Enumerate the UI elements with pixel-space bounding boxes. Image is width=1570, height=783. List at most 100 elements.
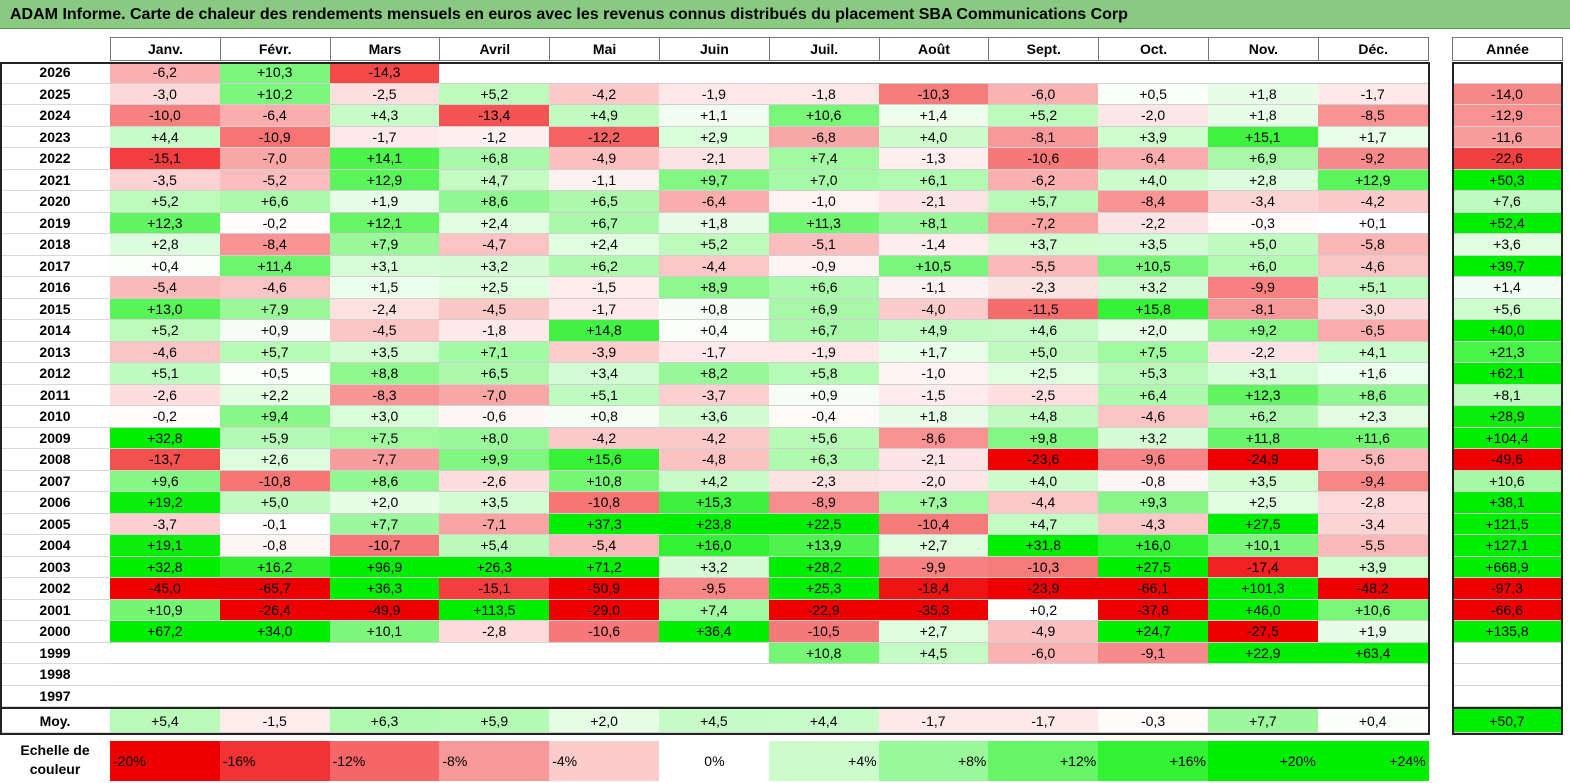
- heatmap-cell: -1,1: [878, 277, 990, 299]
- heatmap-cell: -8,1: [1208, 298, 1319, 320]
- heatmap-cell: +2,0: [329, 492, 441, 514]
- heatmap-cell: +2,8: [1208, 169, 1319, 191]
- heatmap-cell: +5,7: [988, 191, 1100, 213]
- heatmap-cell: +0,5: [219, 363, 331, 385]
- heatmap-cell: +11,6: [1317, 427, 1429, 449]
- heatmap-cell: -23,6: [988, 449, 1100, 471]
- heatmap-cell: +16,0: [1098, 535, 1209, 557]
- heatmap-cell: [1098, 664, 1209, 686]
- heatmap-cell: +7,5: [1098, 341, 1209, 363]
- heatmap-cell: [1317, 664, 1429, 686]
- annual-cell: -97,3: [1452, 578, 1563, 600]
- color-scale-step: +8%: [878, 741, 990, 781]
- column-header: Mai: [549, 37, 660, 61]
- heatmap-cell: -6,2: [988, 169, 1100, 191]
- color-scale-step: +24%: [1317, 741, 1429, 781]
- annual-cell: +135,8: [1452, 621, 1563, 643]
- heatmap-cell: +3,5: [329, 341, 441, 363]
- column-header: Sept.: [988, 37, 1100, 61]
- heatmap-cell: -7,2: [988, 212, 1100, 234]
- heatmap-cell: +4,2: [659, 470, 770, 492]
- column-header: Janv.: [110, 37, 221, 61]
- heatmap-cell: +4,7: [439, 169, 551, 191]
- heatmap-cell: +5,4: [439, 535, 551, 557]
- annual-cell: +40,0: [1452, 320, 1563, 342]
- column-header: Févr.: [219, 37, 331, 61]
- heatmap-cell: -15,1: [439, 578, 551, 600]
- average-cell: -0,3: [1098, 709, 1209, 733]
- annual-cell: +668,9: [1452, 556, 1563, 578]
- heatmap-cell: -12,2: [549, 126, 660, 148]
- heatmap-cell: [768, 685, 880, 707]
- heatmap-cell: +3,1: [329, 255, 441, 277]
- heatmap-cell: +34,0: [219, 621, 331, 643]
- heatmap-cell: +19,1: [110, 535, 221, 557]
- heatmap-cell: +6,0: [1208, 255, 1319, 277]
- heatmap-cell: +11,4: [219, 255, 331, 277]
- heatmap-cell: +32,8: [110, 556, 221, 578]
- heatmap-cell: -8,5: [1317, 105, 1429, 127]
- heatmap-cell: [549, 664, 660, 686]
- heatmap-cell: -37,8: [1098, 599, 1209, 621]
- heatmap-cell: +46,0: [1208, 599, 1319, 621]
- heatmap-cell: +2,2: [219, 384, 331, 406]
- heatmap-cell: -10,8: [219, 470, 331, 492]
- annual-cell: -49,6: [1452, 449, 1563, 471]
- heatmap-cell: +7,9: [329, 234, 441, 256]
- heatmap-cell: +36,4: [659, 621, 770, 643]
- row-year-label: 2000: [0, 621, 110, 643]
- heatmap-cell: -4,4: [988, 492, 1100, 514]
- heatmap-cell: -6,5: [1317, 320, 1429, 342]
- heatmap-cell: -9,9: [1208, 277, 1319, 299]
- heatmap-cell: -9,5: [659, 578, 770, 600]
- heatmap-cell: [1208, 664, 1319, 686]
- heatmap-cell: +8,0: [439, 427, 551, 449]
- heatmap-cell: +4,3: [329, 105, 441, 127]
- heatmap-cell: +2,5: [988, 363, 1100, 385]
- heatmap-cell: -3,7: [110, 513, 221, 535]
- heatmap-cell: +4,4: [110, 126, 221, 148]
- color-scale-step: -4%: [549, 741, 660, 781]
- heatmap-cell: +10,5: [1098, 255, 1209, 277]
- heatmap-cell: -50,9: [549, 578, 660, 600]
- heatmap-cell: -2,1: [878, 191, 990, 213]
- heatmap-cell: +1,1: [659, 105, 770, 127]
- heatmap-cell: +8,6: [329, 470, 441, 492]
- heatmap-cell: +0,1: [1317, 212, 1429, 234]
- heatmap-cell: -2,5: [329, 83, 441, 105]
- heatmap-cell: [768, 62, 880, 84]
- heatmap-cell: +3,9: [1098, 126, 1209, 148]
- row-year-label: 2020: [0, 191, 110, 213]
- column-header: Déc.: [1317, 37, 1429, 61]
- heatmap-cell: +5,1: [1317, 277, 1429, 299]
- heatmap-cell: -10,4: [878, 513, 990, 535]
- row-year-label: 1997: [0, 686, 110, 707]
- heatmap-cell: +4,6: [988, 320, 1100, 342]
- heatmap-cell: +2,5: [439, 277, 551, 299]
- average-cell: +5,4: [110, 709, 221, 733]
- heatmap-cell: -1,5: [878, 384, 990, 406]
- heatmap-cell: +0,9: [219, 320, 331, 342]
- annual-cell: +52,4: [1452, 212, 1563, 234]
- heatmap-cell: -5,4: [549, 535, 660, 557]
- heatmap-cell: -2,6: [110, 384, 221, 406]
- heatmap-cell: -10,9: [219, 126, 331, 148]
- heatmap-cell: -9,9: [878, 556, 990, 578]
- heatmap-cell: [659, 62, 770, 84]
- heatmap-cell: -2,8: [1317, 492, 1429, 514]
- heatmap-cell: [659, 685, 770, 707]
- heatmap-cell: -3,9: [549, 341, 660, 363]
- heatmap-cell: -8,6: [878, 427, 990, 449]
- annual-cell: +7,6: [1452, 191, 1563, 213]
- heatmap-cell: +4,0: [988, 470, 1100, 492]
- row-year-label: 1999: [0, 643, 110, 664]
- heatmap-cell: -0,8: [219, 535, 331, 557]
- heatmap-cell: -3,0: [110, 83, 221, 105]
- heatmap-cell: -10,0: [110, 105, 221, 127]
- heatmap-cell: -9,4: [1317, 470, 1429, 492]
- heatmap-cell: +5,2: [659, 234, 770, 256]
- heatmap-cell: -4,6: [219, 277, 331, 299]
- heatmap-cell: +2,3: [1317, 406, 1429, 428]
- average-cell: -1,7: [878, 709, 990, 733]
- heatmap-cell: +0,5: [1098, 83, 1209, 105]
